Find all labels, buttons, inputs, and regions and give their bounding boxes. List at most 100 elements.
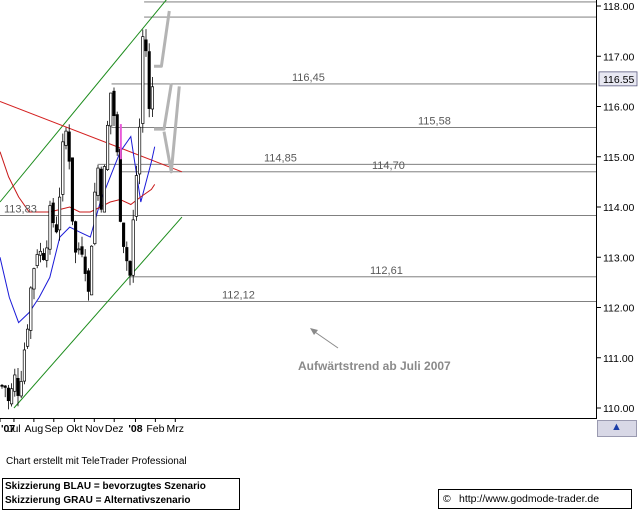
website-link[interactable]: © http://www.godmode-trader.de <box>438 489 632 509</box>
annotation-arrow-head <box>310 328 318 335</box>
candle-body <box>16 377 20 396</box>
legend-grey: Skizzierung GRAU = Alternativszenario <box>5 495 191 506</box>
candle-body <box>122 222 126 247</box>
x-tick-label: Aug <box>25 423 44 435</box>
candle-body <box>144 39 148 52</box>
scroll-button[interactable]: ▲ <box>597 420 637 437</box>
copyright-icon: © <box>443 493 451 505</box>
level-label: 113,83 <box>4 204 37 216</box>
level-label: 114,85 <box>264 152 297 164</box>
candle-body <box>128 261 132 276</box>
candle-body <box>48 205 52 250</box>
candle-body <box>0 384 4 387</box>
candle-body <box>138 126 142 175</box>
candle-body <box>106 124 110 170</box>
candle-body <box>19 381 23 397</box>
x-tick-label: Mrz <box>167 423 185 435</box>
legend-blue: Skizzierung BLAU = bevorzugtes Szenario <box>5 481 206 492</box>
candle-body <box>150 86 154 110</box>
level-labels-layer: 118.08 118.08 116,45 115,58 114,85 114,70 113,… <box>4 0 451 301</box>
candle-body <box>112 90 116 117</box>
x-tick-label: '08 <box>128 423 142 435</box>
candle-body <box>90 245 94 296</box>
candle-body <box>131 219 135 276</box>
candle-body <box>96 167 100 196</box>
candle-body <box>134 175 138 217</box>
level-label: 118.08 <box>416 0 449 2</box>
moving-average-line <box>0 135 156 324</box>
candle-body <box>13 374 17 392</box>
x-tick-label: Dez <box>105 423 124 435</box>
y-tick-label: 117.00 <box>603 51 634 63</box>
candle-body <box>118 148 122 222</box>
x-tick-label: Feb <box>146 423 164 435</box>
y-axis: 110.00 111.00 112.00 113.00 114.00 115.00 116.… <box>597 1 634 415</box>
candle-body <box>70 157 74 222</box>
y-tick-label: 116.00 <box>603 102 634 114</box>
y-tick-label: 115.00 <box>603 152 634 164</box>
candle-body <box>83 256 87 274</box>
candle-body <box>42 253 46 261</box>
level-label: 112,12 <box>222 289 255 301</box>
moving-averages-layer <box>0 135 156 324</box>
up-arrow-icon: ▲ <box>611 421 622 433</box>
candle-body <box>77 248 81 251</box>
y-tick-label: 114.00 <box>603 202 634 214</box>
candle-body <box>64 130 68 146</box>
candle-body <box>102 166 106 213</box>
moving-average-line <box>0 151 156 213</box>
last-price-marker: 116.55 <box>598 71 638 87</box>
scenario-legend: Skizzierung BLAU = bevorzugtes Szenario … <box>2 478 240 510</box>
candle-body <box>141 36 145 124</box>
candle-body <box>3 385 7 388</box>
candle-body <box>38 250 42 256</box>
x-tick-label: Nov <box>85 423 104 435</box>
candle-body <box>67 131 71 162</box>
level-label: 116,45 <box>292 72 325 84</box>
candle-body <box>115 114 119 153</box>
chart-credit: Chart erstellt mit TeleTrader Profession… <box>6 456 187 467</box>
scenario-arrow <box>154 10 171 68</box>
candle-body <box>58 196 62 231</box>
level-label: 114,70 <box>372 160 405 172</box>
candle-body <box>51 202 55 224</box>
annotation-arrow <box>311 329 339 349</box>
last-price-label: 116.55 <box>603 74 634 86</box>
website-url[interactable]: http://www.godmode-trader.de <box>459 493 600 505</box>
candle-body <box>147 51 151 109</box>
candle-body <box>29 287 33 331</box>
x-tick-label: Okt <box>66 423 82 435</box>
trend-annotation: Aufwärtstrend ab Juli 2007 <box>298 359 451 373</box>
y-tick-label: 111.00 <box>603 353 634 365</box>
candle-body <box>99 168 103 210</box>
x-tick-label: Jul <box>7 423 20 435</box>
support-resistance-layer <box>0 1 596 302</box>
x-tick-label: '07 <box>1 423 15 435</box>
scenario-arrow <box>154 83 173 131</box>
candle-body <box>125 247 129 262</box>
scenario-arrow <box>162 86 181 174</box>
annotation-layer: Aufwärtstrend ab Juli 2007 <box>298 328 451 373</box>
candle-body <box>26 328 30 347</box>
candle-body <box>10 388 14 405</box>
level-label: 112,61 <box>370 265 403 277</box>
candle-body <box>6 387 10 402</box>
candle-body <box>22 349 26 382</box>
trend-line <box>0 0 167 203</box>
level-label: 118.08 <box>368 0 401 2</box>
candle-body <box>80 246 84 255</box>
candle-body <box>93 191 97 245</box>
candle-body <box>35 254 39 266</box>
y-tick-label: 113.00 <box>603 252 634 264</box>
candle-body <box>45 247 49 261</box>
level-label: 115,58 <box>418 116 451 128</box>
trend-line <box>13 216 183 409</box>
x-tick-label: Sep <box>44 423 63 435</box>
y-tick-label: 118.00 <box>603 1 634 13</box>
candle-body <box>74 221 78 253</box>
candle-body <box>32 268 36 290</box>
y-tick-label: 112.00 <box>603 303 634 315</box>
scenario-arrows-layer <box>154 10 181 174</box>
last-price-box <box>598 71 638 87</box>
